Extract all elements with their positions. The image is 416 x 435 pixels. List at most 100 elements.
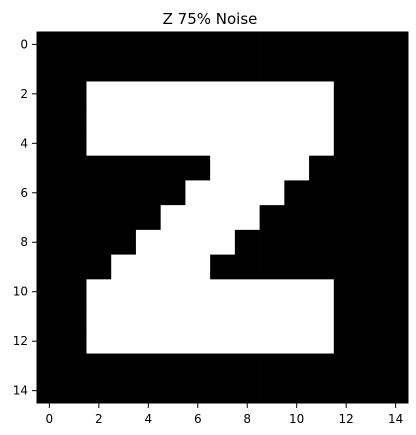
heatmap-cell bbox=[358, 56, 384, 82]
heatmap-cell bbox=[234, 106, 260, 132]
heatmap-cell bbox=[111, 155, 137, 181]
heatmap-cell bbox=[259, 180, 285, 206]
heatmap-cell bbox=[259, 205, 285, 231]
heatmap-cell bbox=[160, 328, 186, 354]
heatmap-cell bbox=[259, 229, 285, 255]
heatmap-cell bbox=[135, 378, 162, 404]
heatmap-cell bbox=[234, 155, 260, 181]
plot-frame bbox=[36, 31, 409, 404]
heatmap-cell bbox=[111, 304, 137, 330]
heatmap-cell bbox=[210, 180, 236, 206]
heatmap-cell bbox=[135, 56, 162, 82]
heatmap-cell bbox=[61, 155, 87, 181]
heatmap-cell bbox=[333, 130, 359, 157]
heatmap-cell bbox=[37, 56, 63, 82]
heatmap-cell bbox=[259, 155, 285, 181]
heatmap-cell bbox=[37, 106, 63, 132]
heatmap-cell bbox=[61, 180, 87, 206]
x-axis: 0 2 4 6 8 10 12 14 bbox=[46, 403, 403, 426]
heatmap-cell bbox=[309, 279, 335, 305]
heatmap-cell bbox=[309, 229, 335, 255]
heatmap-cell bbox=[61, 304, 87, 330]
heatmap-cell bbox=[185, 56, 211, 82]
heatmap-cell bbox=[111, 106, 137, 132]
heatmap-cell bbox=[135, 155, 162, 181]
heatmap-cell bbox=[160, 32, 186, 58]
heatmap-cell bbox=[234, 328, 260, 354]
heatmap-cell bbox=[185, 328, 211, 354]
heatmap-cell bbox=[383, 32, 409, 58]
heatmap-cell bbox=[111, 205, 137, 231]
heatmap-cell bbox=[37, 32, 63, 58]
heatmap-cell bbox=[333, 32, 359, 58]
heatmap-cell bbox=[309, 254, 335, 280]
heatmap-cell bbox=[185, 81, 211, 107]
heatmap-cell bbox=[284, 279, 310, 305]
heatmap-cell bbox=[160, 205, 186, 231]
heatmap-cell bbox=[358, 304, 384, 330]
heatmap-cell bbox=[383, 353, 409, 379]
heatmap-cell bbox=[135, 279, 162, 305]
heatmap-cell bbox=[135, 205, 162, 231]
heatmap-cell bbox=[111, 81, 137, 107]
heatmap-cell bbox=[185, 32, 211, 58]
heatmap-cell bbox=[284, 32, 310, 58]
heatmap-cell bbox=[61, 56, 87, 82]
heatmap-cell bbox=[37, 155, 63, 181]
y-tick-label: 10 bbox=[13, 285, 28, 299]
heatmap-cell bbox=[61, 353, 87, 379]
heatmap-cell bbox=[383, 254, 409, 280]
heatmap-cell bbox=[383, 180, 409, 206]
heatmap-cell bbox=[111, 328, 137, 354]
heatmap-cell bbox=[61, 254, 87, 280]
heatmap-cell bbox=[234, 304, 260, 330]
heatmap-cell bbox=[37, 180, 63, 206]
heatmap-cell bbox=[284, 378, 310, 404]
x-tick-label: 14 bbox=[388, 412, 403, 426]
heatmap-cell bbox=[309, 353, 335, 379]
heatmap-cell bbox=[383, 106, 409, 132]
heatmap-cell bbox=[234, 180, 260, 206]
heatmap-cell bbox=[259, 32, 285, 58]
heatmap-cell bbox=[234, 378, 260, 404]
heatmap-cell bbox=[284, 304, 310, 330]
x-tick-label: 6 bbox=[194, 412, 202, 426]
heatmap-cell bbox=[37, 353, 63, 379]
heatmap-cell bbox=[284, 353, 310, 379]
heatmap-cell bbox=[37, 81, 63, 107]
heatmap-cell bbox=[284, 106, 310, 132]
heatmap-cell bbox=[309, 205, 335, 231]
heatmap-cell bbox=[383, 81, 409, 107]
heatmap-cell bbox=[234, 32, 260, 58]
heatmap-cell bbox=[185, 229, 211, 255]
heatmap-cell bbox=[111, 180, 137, 206]
heatmap-cell bbox=[185, 155, 211, 181]
heatmap-cell bbox=[234, 229, 260, 255]
heatmap-cell bbox=[37, 304, 63, 330]
heatmap-cell bbox=[309, 328, 335, 354]
heatmap-cell bbox=[135, 229, 162, 255]
heatmap-cell bbox=[284, 254, 310, 280]
heatmap-cell bbox=[210, 353, 236, 379]
heatmap-cell bbox=[210, 279, 236, 305]
heatmap-cell bbox=[309, 180, 335, 206]
heatmap-cell bbox=[210, 254, 236, 280]
heatmap-cell bbox=[358, 279, 384, 305]
y-tick-label: 14 bbox=[13, 384, 28, 398]
heatmap-cell bbox=[284, 180, 310, 206]
heatmap-cell bbox=[234, 56, 260, 82]
heatmap-cell bbox=[210, 130, 236, 157]
heatmap-cell bbox=[383, 378, 409, 404]
heatmap-cell bbox=[210, 304, 236, 330]
heatmap-cell bbox=[111, 130, 137, 157]
heatmap-cell bbox=[185, 279, 211, 305]
x-tick-label: 10 bbox=[289, 412, 304, 426]
heatmap-cell bbox=[111, 279, 137, 305]
heatmap-cell bbox=[383, 304, 409, 330]
heatmap-cell bbox=[86, 279, 112, 305]
heatmap-cell bbox=[358, 353, 384, 379]
heatmap-cell bbox=[309, 81, 335, 107]
heatmap-cell bbox=[383, 130, 409, 157]
heatmap-cell bbox=[160, 81, 186, 107]
heatmap-cell bbox=[135, 81, 162, 107]
